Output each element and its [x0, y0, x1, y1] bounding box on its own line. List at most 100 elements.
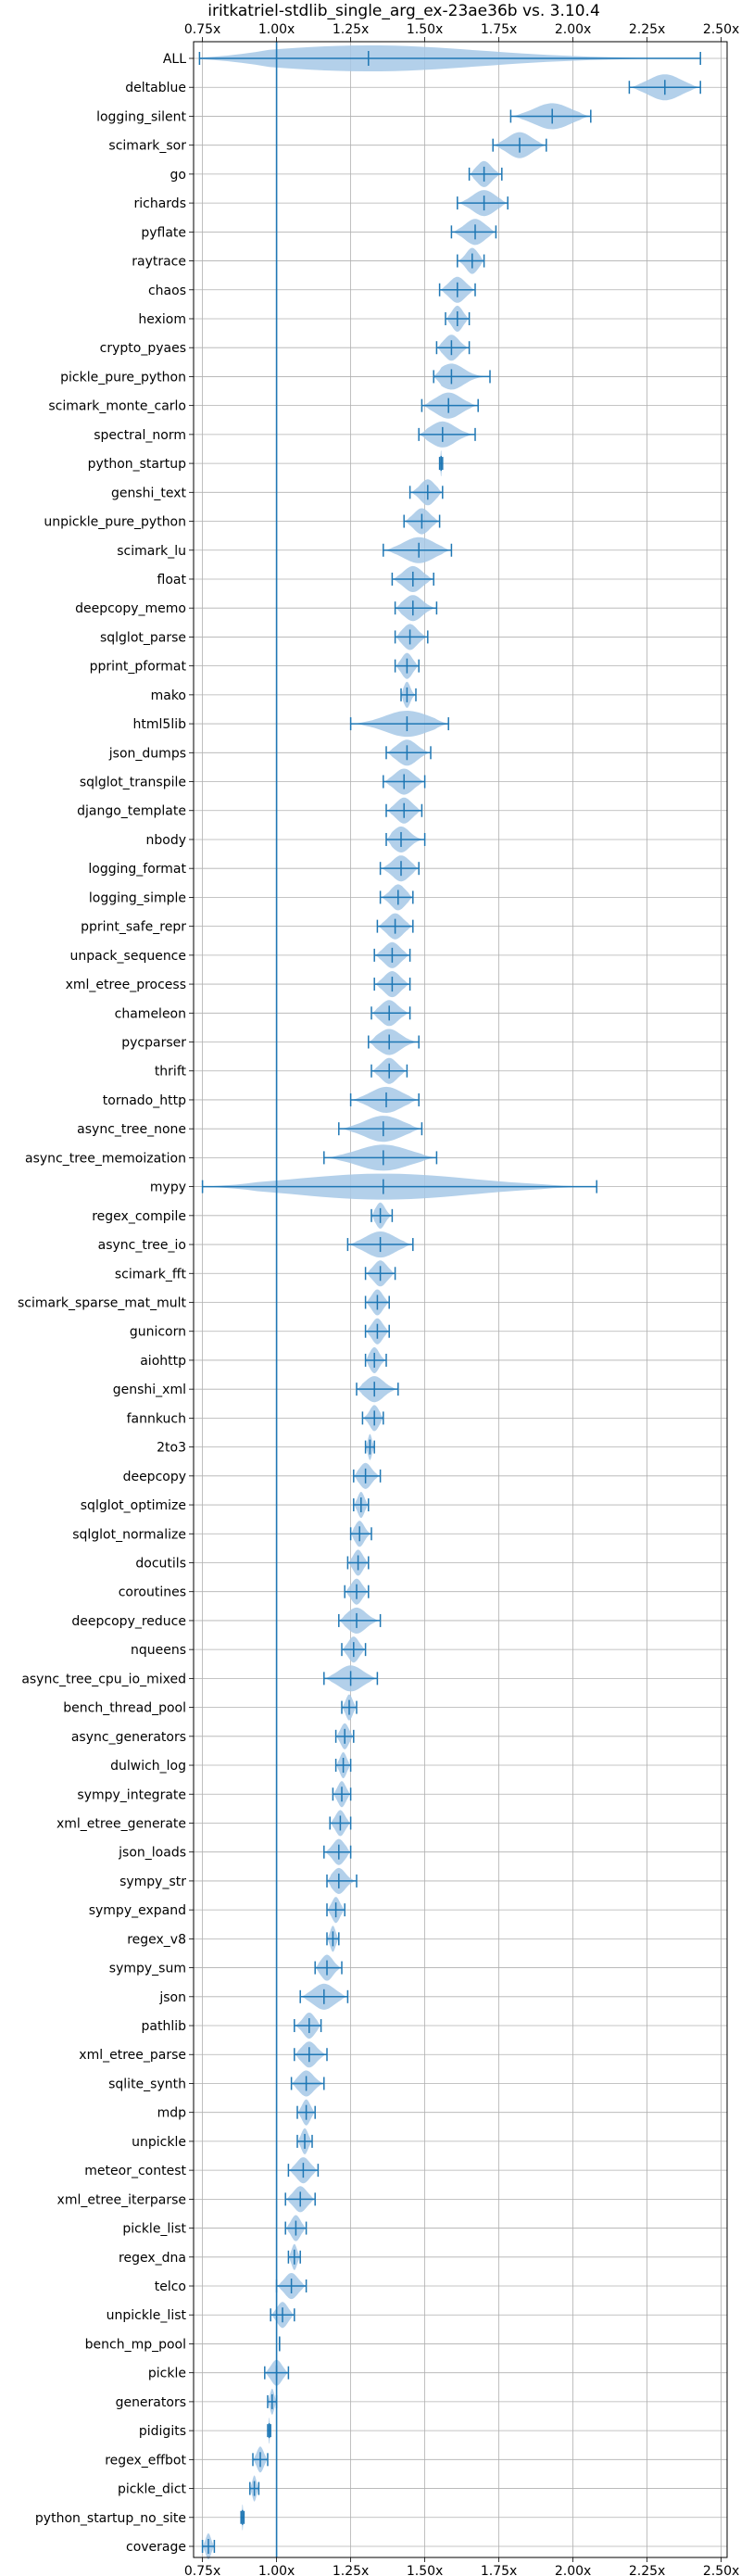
category-label: sqlglot_parse	[100, 630, 186, 645]
x-tick-label-top: 1.00x	[258, 22, 295, 37]
category-label: sympy_integrate	[77, 1787, 186, 1802]
x-tick-label-bottom: 2.50x	[703, 2564, 739, 2576]
category-label: scimark_lu	[117, 544, 186, 559]
category-label: chaos	[148, 284, 186, 298]
category-label: pathlib	[142, 2019, 187, 2034]
category-label: async_tree_memoization	[25, 1151, 186, 1166]
category-label: async_tree_none	[77, 1122, 186, 1137]
category-label: deepcopy	[123, 1470, 186, 1484]
x-tick-label-bottom: 2.00x	[555, 2564, 591, 2576]
category-label: pickle	[148, 2367, 186, 2381]
category-label: raytrace	[132, 255, 186, 270]
category-label: spectral_norm	[94, 428, 186, 443]
category-label: sqlglot_normalize	[72, 1527, 186, 1542]
category-label: telco	[155, 2279, 186, 2294]
category-label: django_template	[77, 804, 186, 819]
category-label: generators	[116, 2395, 186, 2410]
chart-title: iritkatriel-stdlib_single_arg_ex-23ae36b…	[207, 2, 600, 20]
category-label: pidigits	[139, 2424, 186, 2439]
category-label: sympy_str	[119, 1875, 186, 1889]
category-label: pickle_dict	[118, 2482, 187, 2497]
category-label: ALL	[163, 52, 186, 67]
x-tick-label-top: 1.25x	[333, 22, 369, 37]
category-label: go	[170, 168, 186, 183]
category-label: json_loads	[118, 1846, 186, 1861]
category-label: nbody	[146, 833, 187, 848]
violin-layer	[198, 45, 701, 2559]
category-label: sqlglot_optimize	[81, 1498, 186, 1513]
category-label: unpickle_pure_python	[44, 515, 186, 530]
category-label: fannkuch	[127, 1411, 186, 1426]
category-label: coverage	[126, 2540, 186, 2555]
category-label: sympy_sum	[109, 1962, 186, 1976]
x-tick-label-top: 2.25x	[629, 22, 665, 37]
category-label: sympy_expand	[89, 1903, 186, 1918]
category-label: sqlite_synth	[108, 2077, 186, 2091]
category-label: genshi_text	[111, 486, 187, 500]
category-label: unpickle_list	[107, 2308, 187, 2323]
category-label: logging_format	[88, 862, 186, 877]
category-label: pickle_pure_python	[60, 370, 186, 385]
category-label: 2to3	[157, 1441, 186, 1456]
category-label: gunicorn	[130, 1325, 186, 1340]
category-label: mypy	[150, 1181, 186, 1195]
category-label: xml_etree_iterparse	[57, 2192, 186, 2207]
category-label: scimark_monte_carlo	[48, 399, 186, 414]
category-label: mako	[151, 688, 186, 703]
category-label: docutils	[135, 1556, 186, 1571]
category-label: pycparser	[121, 1036, 186, 1051]
category-label: hexiom	[138, 312, 186, 327]
category-label: logging_silent	[96, 109, 186, 124]
category-label: mdp	[157, 2106, 187, 2121]
category-label: html5lib	[133, 717, 187, 732]
category-label: async_generators	[71, 1730, 186, 1745]
category-label: scimark_sor	[108, 139, 186, 154]
category-label: json	[158, 1990, 186, 2005]
category-label: tornado_http	[103, 1093, 186, 1108]
category-label: nqueens	[131, 1643, 186, 1658]
category-label: logging_simple	[89, 890, 186, 905]
category-label: richards	[134, 196, 187, 211]
category-label: float	[157, 573, 187, 587]
category-label: deltablue	[125, 81, 186, 95]
grid-layer	[194, 42, 727, 2557]
x-tick-label-bottom: 2.25x	[629, 2564, 665, 2576]
x-tick-label-top: 0.75x	[184, 22, 220, 37]
category-label: async_tree_cpu_io_mixed	[21, 1672, 186, 1686]
category-label: pickle_list	[122, 2222, 186, 2237]
category-label: bench_mp_pool	[85, 2337, 186, 2352]
category-label: unpack_sequence	[70, 949, 186, 964]
plot-border	[193, 41, 728, 2558]
category-label: pprint_safe_repr	[81, 920, 186, 935]
category-label: aiohttp	[140, 1354, 186, 1369]
category-label: bench_thread_pool	[63, 1701, 186, 1716]
category-label: json_dumps	[108, 746, 186, 761]
category-label: python_startup_no_site	[35, 2511, 186, 2526]
x-tick-label-bottom: 1.50x	[407, 2564, 443, 2576]
x-tick-label-bottom: 1.00x	[258, 2564, 295, 2576]
category-label: xml_etree_process	[66, 978, 186, 992]
category-label: chameleon	[115, 1006, 186, 1021]
category-label: crypto_pyaes	[100, 341, 186, 356]
category-label: genshi_xml	[113, 1383, 186, 1397]
category-label: xml_etree_generate	[57, 1816, 186, 1831]
x-tick-label-top: 1.75x	[481, 22, 517, 37]
category-label: pyflate	[141, 225, 186, 240]
plot-frame	[193, 41, 728, 2558]
category-label: coroutines	[119, 1585, 186, 1600]
category-label: regex_v8	[127, 1932, 186, 1947]
category-label: python_startup	[88, 457, 186, 472]
category-label: scimark_fft	[115, 1267, 187, 1282]
category-label: regex_dna	[119, 2251, 186, 2266]
category-label: scimark_sparse_mat_mult	[18, 1296, 186, 1311]
tick-layer: 0.75x 0.75x 1.00x 1.00x 1.25x 1.25x 1.50x 1.50x…	[184, 22, 739, 2576]
category-label: deepcopy_reduce	[71, 1614, 186, 1629]
category-label: pprint_pformat	[90, 660, 187, 675]
x-tick-label-bottom: 1.25x	[333, 2564, 369, 2576]
x-tick-label-bottom: 1.75x	[481, 2564, 517, 2576]
category-label: regex_compile	[92, 1209, 186, 1224]
x-tick-label-bottom: 0.75x	[184, 2564, 220, 2576]
category-label: unpickle	[132, 2135, 186, 2150]
